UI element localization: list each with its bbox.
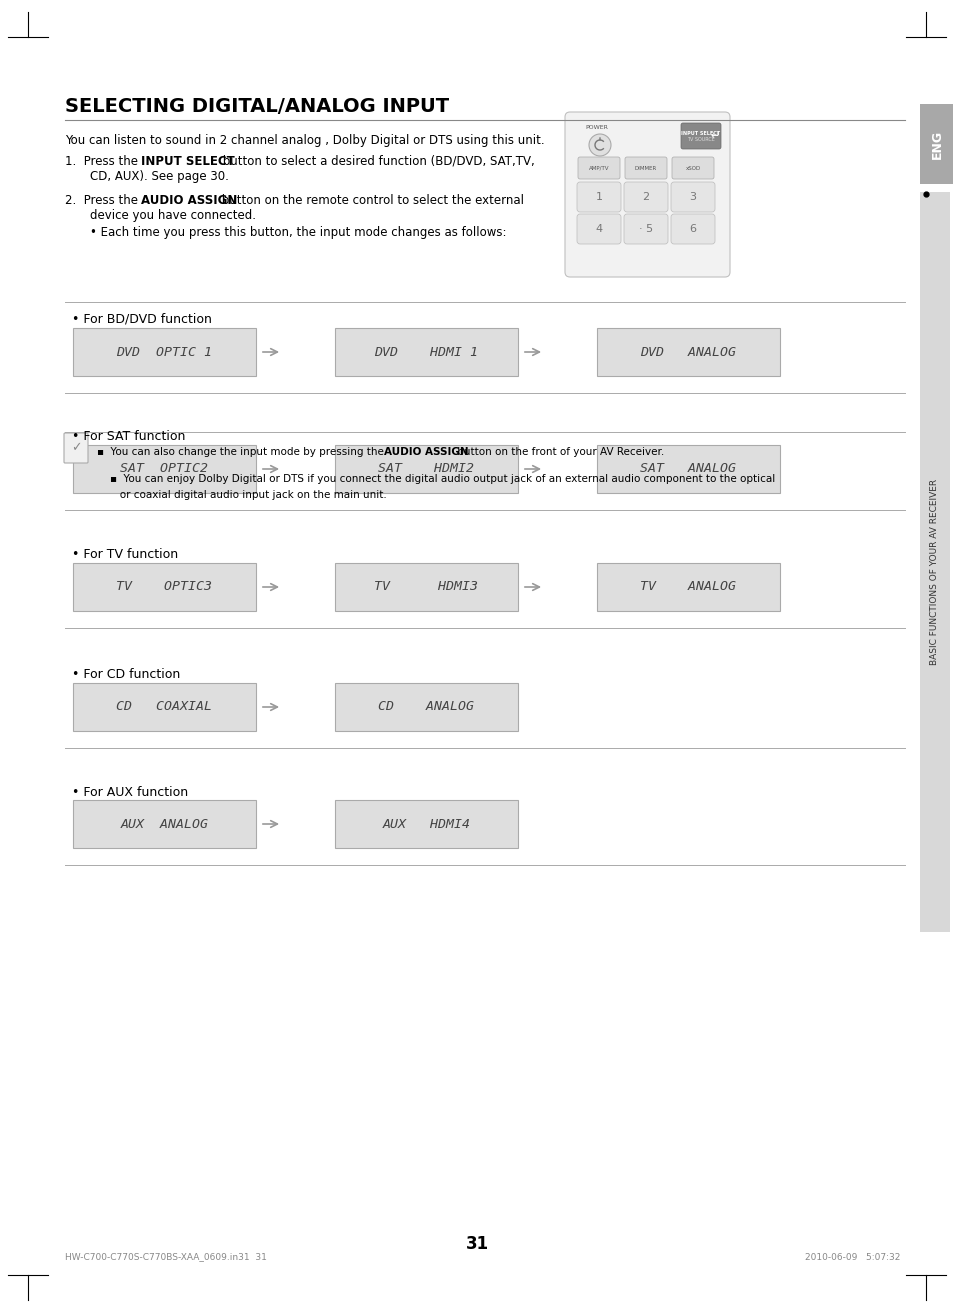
Bar	[73, 445, 255, 493]
Text: BASIC FUNCTIONS OF YOUR AV RECEIVER: BASIC FUNCTIONS OF YOUR AV RECEIVER	[929, 479, 939, 665]
Text: • For TV function: • For TV function	[71, 548, 178, 562]
Text: TV      HDMI3: TV HDMI3	[375, 580, 478, 593]
Text: INPUT SELECT: INPUT SELECT	[680, 131, 720, 136]
Text: AUDIO ASSIGN: AUDIO ASSIGN	[384, 447, 468, 457]
Circle shape	[588, 134, 610, 156]
Text: TV SOURCE: TV SOURCE	[686, 136, 714, 142]
Text: You can listen to sound in 2 channel analog , Dolby Digital or DTS using this un: You can listen to sound in 2 channel ana…	[65, 134, 544, 147]
Bar	[335, 328, 517, 377]
Text: ENG: ENG	[929, 130, 943, 159]
Text: AMP/TV: AMP/TV	[588, 165, 609, 171]
Text: xSOD: xSOD	[684, 165, 700, 171]
Text: CD, AUX). See page 30.: CD, AUX). See page 30.	[90, 171, 229, 182]
FancyBboxPatch shape	[680, 123, 720, 150]
FancyBboxPatch shape	[623, 214, 667, 244]
Text: SAT   ANALOG: SAT ANALOG	[639, 463, 736, 475]
Text: CD    ANALOG: CD ANALOG	[378, 701, 474, 714]
Text: 31: 31	[465, 1235, 488, 1253]
FancyBboxPatch shape	[64, 433, 88, 463]
Text: 4: 4	[595, 224, 602, 234]
FancyBboxPatch shape	[670, 182, 714, 213]
Text: 1.  Press the: 1. Press the	[65, 155, 142, 168]
Text: SAT    HDMI2: SAT HDMI2	[378, 463, 474, 475]
Text: or coaxial digital audio input jack on the main unit.: or coaxial digital audio input jack on t…	[110, 489, 386, 500]
Text: DVD    HDMI 1: DVD HDMI 1	[375, 345, 478, 358]
Text: ▪  You can also change the input mode by pressing the: ▪ You can also change the input mode by …	[97, 447, 387, 457]
Text: HW-C700-C770S-C770BS-XAA_0609.in31  31: HW-C700-C770S-C770BS-XAA_0609.in31 31	[65, 1253, 267, 1262]
Text: AUX  ANALOG: AUX ANALOG	[120, 817, 209, 830]
Text: 1: 1	[595, 192, 602, 202]
Text: · 5: · 5	[639, 224, 653, 234]
Text: ✓: ✓	[71, 442, 81, 454]
Bar	[73, 328, 255, 377]
Text: DIMMER: DIMMER	[634, 165, 657, 171]
Text: device you have connected.: device you have connected.	[90, 209, 255, 222]
FancyBboxPatch shape	[624, 157, 666, 178]
Bar	[335, 800, 517, 848]
FancyBboxPatch shape	[577, 214, 620, 244]
Bar	[73, 684, 255, 731]
Bar	[919, 192, 949, 932]
Text: SELECTING DIGITAL/ANALOG INPUT: SELECTING DIGITAL/ANALOG INPUT	[65, 97, 449, 115]
Bar	[335, 563, 517, 611]
Bar	[335, 445, 517, 493]
Bar	[597, 445, 780, 493]
Text: button on the front of your AV Receiver.: button on the front of your AV Receiver.	[454, 447, 663, 457]
Text: CD   COAXIAL: CD COAXIAL	[116, 701, 213, 714]
Text: 6: 6	[689, 224, 696, 234]
Text: • Each time you press this button, the input mode changes as follows:: • Each time you press this button, the i…	[90, 226, 506, 239]
Bar	[919, 104, 953, 184]
FancyBboxPatch shape	[577, 182, 620, 213]
Text: TV    OPTIC3: TV OPTIC3	[116, 580, 213, 593]
Text: ↵: ↵	[710, 131, 719, 140]
Text: • For CD function: • For CD function	[71, 668, 180, 681]
Text: 2010-06-09   5:07:32: 2010-06-09 5:07:32	[803, 1253, 899, 1262]
FancyBboxPatch shape	[623, 182, 667, 213]
Text: 3: 3	[689, 192, 696, 202]
Text: 2: 2	[641, 192, 649, 202]
Text: 2.  Press the: 2. Press the	[65, 194, 142, 207]
Text: button to select a desired function (BD/DVD, SAT,TV,: button to select a desired function (BD/…	[219, 155, 535, 168]
Text: SAT  OPTIC2: SAT OPTIC2	[120, 463, 209, 475]
Text: ▪  You can enjoy Dolby Digital or DTS if you connect the digital audio output ja: ▪ You can enjoy Dolby Digital or DTS if …	[110, 474, 775, 484]
Text: button on the remote control to select the external: button on the remote control to select t…	[218, 194, 523, 207]
Text: • For SAT function: • For SAT function	[71, 430, 185, 443]
Bar	[597, 328, 780, 377]
Text: TV    ANALOG: TV ANALOG	[639, 580, 736, 593]
Bar	[597, 563, 780, 611]
Text: • For BD/DVD function: • For BD/DVD function	[71, 312, 212, 325]
FancyBboxPatch shape	[564, 112, 729, 277]
Text: AUDIO ASSIGN: AUDIO ASSIGN	[141, 194, 237, 207]
FancyBboxPatch shape	[578, 157, 619, 178]
FancyBboxPatch shape	[670, 214, 714, 244]
FancyBboxPatch shape	[671, 157, 713, 178]
Text: AUX   HDMI4: AUX HDMI4	[382, 817, 470, 830]
Text: INPUT SELECT: INPUT SELECT	[141, 155, 234, 168]
Bar	[73, 563, 255, 611]
Text: DVD  OPTIC 1: DVD OPTIC 1	[116, 345, 213, 358]
Bar	[73, 800, 255, 848]
Text: POWER: POWER	[584, 125, 607, 130]
Text: DVD   ANALOG: DVD ANALOG	[639, 345, 736, 358]
Bar	[335, 684, 517, 731]
Text: • For AUX function: • For AUX function	[71, 786, 188, 799]
